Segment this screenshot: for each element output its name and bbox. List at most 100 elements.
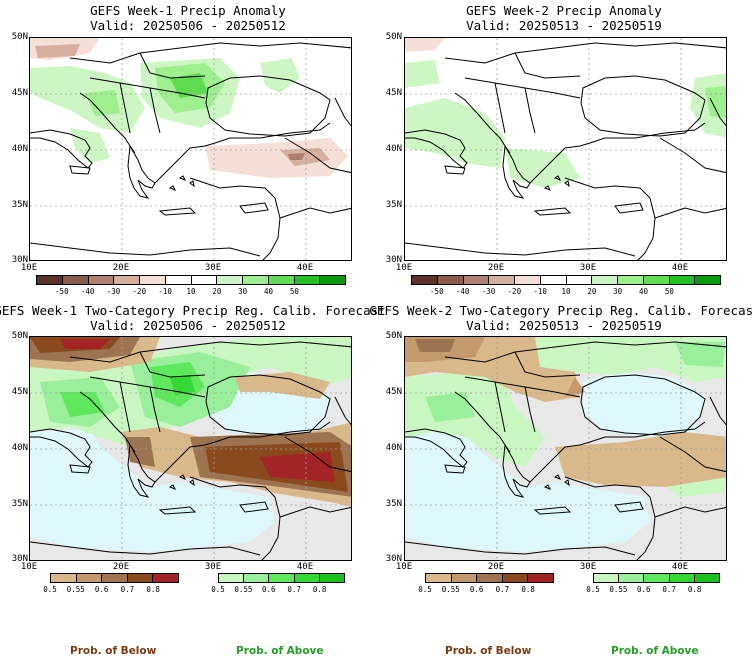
prob-below-label: Prob. of Below bbox=[70, 645, 157, 657]
lon-label: 40E bbox=[296, 263, 314, 273]
coastline-border bbox=[636, 496, 656, 560]
coastline-border bbox=[580, 374, 706, 436]
coastline-border bbox=[239, 501, 269, 513]
colorbar-tick-label: 10 bbox=[561, 287, 571, 296]
coastline-border bbox=[533, 506, 572, 515]
lat-label: 40N bbox=[11, 144, 28, 154]
lon-label: 40E bbox=[671, 263, 689, 273]
lat-label: 30N bbox=[385, 554, 402, 564]
coastline-border bbox=[654, 506, 726, 518]
colorbar-tick-label: 0.5 bbox=[211, 585, 225, 594]
colorbar-tick-label: -20 bbox=[132, 287, 147, 296]
colorbar-tick-label: 0.7 bbox=[662, 585, 676, 594]
lon-label: 30E bbox=[579, 263, 597, 273]
colorbar-tick-label: 0.5 bbox=[586, 585, 600, 594]
colorbar-tick-label: 20 bbox=[587, 287, 597, 296]
below-colorbar bbox=[50, 573, 179, 583]
coastline-border bbox=[529, 157, 556, 184]
colorbar-tick-label: 40 bbox=[263, 287, 274, 296]
colorbar-swatch bbox=[37, 276, 63, 284]
colorbar-swatch bbox=[669, 276, 696, 284]
colorbar-tick-label: 0.55 bbox=[66, 585, 85, 594]
coastline-border bbox=[239, 202, 269, 214]
above-colorbar bbox=[218, 573, 345, 583]
panel-valid-dates: Valid: 20250513 - 20250519 bbox=[466, 18, 662, 33]
prob-above-label: Prob. of Above bbox=[611, 645, 699, 657]
coastline-border bbox=[580, 75, 706, 137]
coastline-border bbox=[69, 464, 91, 474]
colorbar-swatch bbox=[619, 574, 645, 582]
colorbar-swatch bbox=[695, 276, 720, 284]
lat-label: 30N bbox=[11, 255, 28, 265]
lat-label: 50N bbox=[385, 32, 402, 42]
coastline-border bbox=[514, 351, 581, 378]
colorbar-tick-label: -40 bbox=[80, 287, 95, 296]
coastline-border bbox=[30, 428, 93, 468]
coastline-border bbox=[554, 122, 706, 159]
colorbar-swatch bbox=[102, 574, 128, 582]
colorbar-tick-label: -30 bbox=[481, 287, 496, 296]
coastline-border bbox=[284, 137, 351, 174]
lon-label: 10E bbox=[395, 263, 413, 273]
coastline-border bbox=[502, 443, 531, 498]
map-week1-anomaly bbox=[29, 37, 352, 261]
colorbar-tick-label: -50 bbox=[55, 287, 69, 296]
coastline-border bbox=[524, 87, 536, 134]
coastline-border bbox=[205, 75, 331, 137]
colorbar-swatch bbox=[502, 574, 529, 582]
coastline-border bbox=[69, 341, 351, 363]
colorbar-swatch bbox=[426, 574, 452, 582]
map-week2-anomaly bbox=[404, 37, 727, 261]
colorbar-swatch bbox=[294, 574, 320, 582]
colorbar-swatch bbox=[243, 276, 269, 284]
coastline-border bbox=[149, 386, 161, 433]
coastline-border bbox=[502, 144, 531, 199]
colorbar-swatch bbox=[528, 574, 553, 582]
map-week1-probability bbox=[29, 336, 352, 561]
colorbar-tick-label: -40 bbox=[455, 287, 470, 296]
colorbar-tick-label: 50 bbox=[664, 287, 674, 296]
coastline-border bbox=[279, 506, 351, 518]
coastline-border bbox=[139, 52, 206, 79]
coastline-border bbox=[168, 175, 195, 191]
colorbar-tick-label: 0.6 bbox=[469, 585, 484, 594]
colorbar-swatch bbox=[477, 574, 503, 582]
coastline-border bbox=[179, 122, 331, 159]
colorbar-tick-label: 0.8 bbox=[146, 585, 160, 594]
colorbar-swatch bbox=[219, 574, 245, 582]
prob-above-label: Prob. of Above bbox=[236, 645, 324, 657]
colorbar-tick-label: 0.8 bbox=[312, 585, 327, 594]
lat-label: 50N bbox=[11, 331, 28, 341]
colorbar-swatch bbox=[217, 276, 243, 284]
colorbar-swatch bbox=[165, 276, 192, 284]
coastline-border bbox=[709, 97, 726, 127]
colorbar-swatch bbox=[489, 276, 515, 284]
anomaly-field bbox=[405, 38, 726, 260]
coastline-border bbox=[154, 157, 181, 184]
coastline-border bbox=[405, 428, 468, 468]
colorbar-tick-label: 0.7 bbox=[120, 585, 135, 594]
lon-label: 30E bbox=[579, 562, 597, 572]
colorbar-tick-label: -20 bbox=[507, 287, 522, 296]
coastline-border bbox=[405, 541, 636, 556]
coastline-border bbox=[334, 396, 351, 426]
lon-label: 10E bbox=[20, 562, 38, 572]
colorbar-swatch bbox=[540, 276, 567, 284]
lat-label: 45N bbox=[385, 387, 402, 397]
colorbar-tick-label: 30 bbox=[238, 287, 248, 296]
colorbar-tick-label: 0.6 bbox=[94, 585, 109, 594]
anomaly-field bbox=[30, 38, 351, 260]
colorbar-swatch bbox=[191, 276, 218, 284]
coastline-border bbox=[543, 474, 570, 490]
coastline-border bbox=[30, 242, 261, 257]
colorbar-tick-label: 40 bbox=[638, 287, 649, 296]
lat-label: 35N bbox=[385, 200, 402, 210]
colorbar-swatch bbox=[463, 276, 490, 284]
lat-label: 50N bbox=[385, 331, 402, 341]
colorbar-swatch bbox=[294, 276, 321, 284]
coastline-border bbox=[637, 197, 656, 260]
coastline-border bbox=[659, 436, 726, 473]
panel-valid-dates: Valid: 20250513 - 20250519 bbox=[466, 318, 662, 333]
colorbar-swatch bbox=[51, 574, 77, 582]
colorbar-tick-label: 0.5 bbox=[418, 585, 432, 594]
